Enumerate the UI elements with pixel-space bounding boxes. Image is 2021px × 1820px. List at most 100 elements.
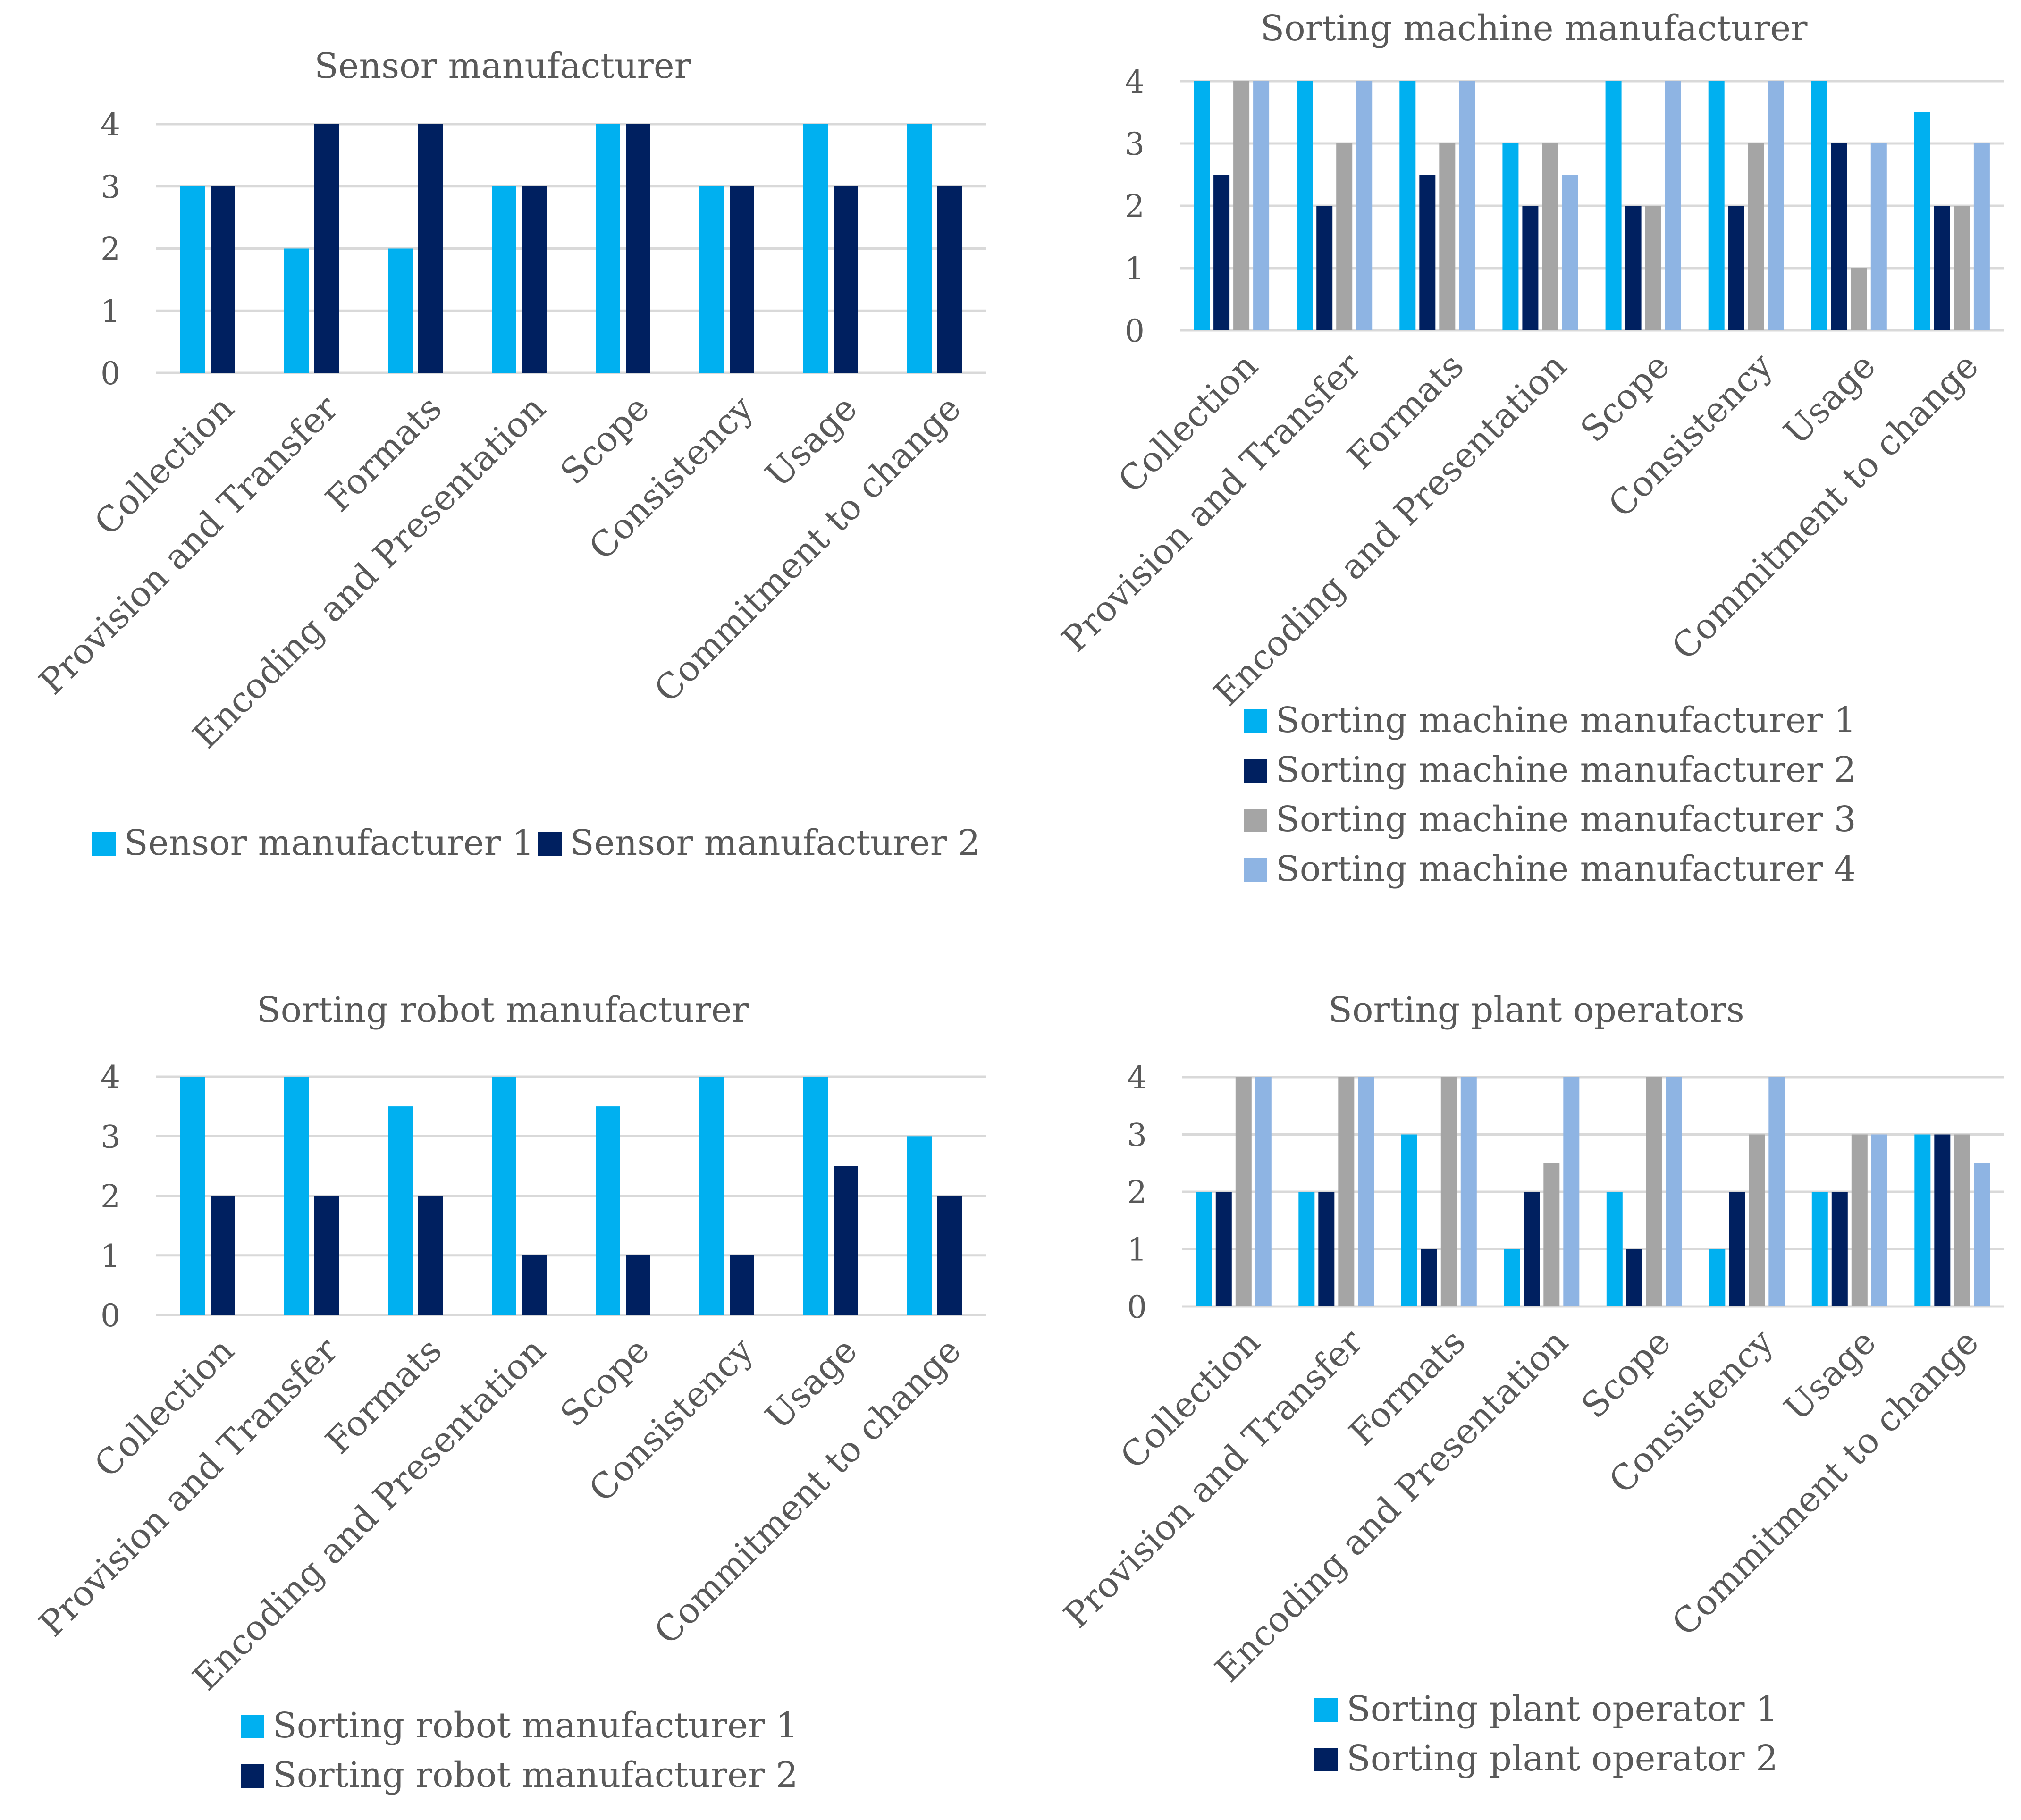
- bar-series-1-collection: [180, 1077, 205, 1315]
- y-tick-label: 2: [101, 231, 120, 268]
- legend-swatch: [241, 1764, 264, 1788]
- bar-series-1-usage: [803, 124, 828, 373]
- bar-series-4-encoding-and-presentation: [1563, 1077, 1580, 1306]
- bar-series-2-scope: [1625, 206, 1642, 330]
- bar-series-2-formats: [418, 124, 443, 373]
- bar-series-2-commitment-to-change: [1934, 206, 1950, 330]
- bar-series-3-consistency: [1749, 1134, 1765, 1306]
- legend-swatch: [1314, 1698, 1338, 1722]
- chart-title: Sorting plant operators: [1328, 990, 1744, 1030]
- chart-title: Sorting machine manufacturer: [1260, 8, 1808, 49]
- bar-series-2-consistency: [730, 1255, 754, 1315]
- bar-series-1-usage: [1811, 1192, 1828, 1306]
- legend-label: Sorting machine manufacturer 1: [1276, 700, 1856, 741]
- bar-series-3-commitment-to-change: [1954, 206, 1970, 330]
- bar-series-4-formats: [1459, 81, 1475, 330]
- y-tick-label: 4: [101, 107, 120, 143]
- bar-series-1-usage: [1811, 81, 1827, 330]
- chart-panel-4: Sorting plant operators01234CollectionPr…: [1056, 990, 2004, 1779]
- legend-swatch: [1244, 709, 1267, 733]
- y-tick-label: 0: [1127, 1289, 1147, 1325]
- bar-series-1-scope: [1605, 81, 1622, 330]
- bar-series-1-commitment-to-change: [1914, 112, 1930, 330]
- bar-series-2-collection: [211, 186, 235, 373]
- y-tick-label: 2: [1127, 1174, 1147, 1211]
- bar-series-3-consistency: [1748, 143, 1764, 330]
- bar-series-1-provision-and-transfer: [1297, 81, 1313, 330]
- bar-series-2-formats: [1419, 175, 1436, 330]
- bar-series-2-formats: [418, 1196, 443, 1315]
- legend-label: Sensor manufacturer 2: [570, 823, 980, 863]
- bar-series-2-commitment-to-change: [937, 1196, 962, 1315]
- legend-label: Sorting plant operator 1: [1347, 1689, 1778, 1729]
- chart-title: Sorting robot manufacturer: [257, 990, 749, 1030]
- bar-series-4-formats: [1460, 1077, 1477, 1306]
- chart-panel-1: Sensor manufacturer01234CollectionProvis…: [31, 46, 986, 863]
- bar-series-3-commitment-to-change: [1954, 1134, 1970, 1306]
- bar-series-2-collection: [211, 1196, 235, 1315]
- bar-series-4-consistency: [1768, 81, 1784, 330]
- bar-series-3-formats: [1440, 1077, 1457, 1306]
- bar-series-2-encoding-and-presentation: [522, 186, 547, 373]
- legend-label: Sorting machine manufacturer 2: [1276, 750, 1856, 790]
- bar-series-2-provision-and-transfer: [314, 1196, 339, 1315]
- bar-series-2-provision-and-transfer: [1318, 1192, 1335, 1306]
- legend-label: Sorting machine manufacturer 4: [1276, 849, 1856, 889]
- y-tick-label: 0: [1125, 313, 1145, 349]
- bar-series-1-provision-and-transfer: [284, 248, 309, 373]
- bar-series-4-usage: [1870, 143, 1887, 330]
- y-tick-label: 3: [101, 1119, 120, 1155]
- bar-series-2-encoding-and-presentation: [522, 1255, 547, 1315]
- bar-series-2-commitment-to-change: [937, 186, 962, 373]
- bar-series-4-usage: [1871, 1134, 1887, 1306]
- bar-series-4-encoding-and-presentation: [1562, 175, 1578, 330]
- legend-swatch: [1244, 809, 1267, 832]
- bar-series-2-scope: [626, 124, 650, 373]
- y-tick-label: 3: [101, 169, 120, 205]
- legend-swatch: [538, 832, 562, 856]
- bar-series-2-consistency: [1729, 1192, 1745, 1306]
- y-tick-label: 2: [1125, 188, 1145, 225]
- bar-series-1-formats: [388, 1106, 413, 1315]
- bar-series-3-encoding-and-presentation: [1543, 1163, 1560, 1307]
- bar-series-2-scope: [1626, 1249, 1642, 1306]
- bar-series-2-encoding-and-presentation: [1522, 206, 1539, 330]
- bar-series-1-scope: [596, 1106, 620, 1315]
- bar-series-3-scope: [1646, 1077, 1662, 1306]
- bar-series-1-formats: [388, 248, 413, 373]
- bar-series-1-formats: [1401, 1134, 1417, 1306]
- bar-series-1-scope: [596, 124, 620, 373]
- bar-series-2-commitment-to-change: [1934, 1134, 1951, 1306]
- y-tick-label: 3: [1125, 126, 1145, 162]
- y-tick-label: 1: [101, 1238, 120, 1274]
- bar-series-2-formats: [1421, 1249, 1437, 1306]
- y-tick-label: 4: [101, 1059, 120, 1095]
- bar-series-2-provision-and-transfer: [314, 124, 339, 373]
- legend-swatch: [1314, 1748, 1338, 1771]
- bar-series-1-encoding-and-presentation: [492, 186, 516, 373]
- legend-swatch: [1244, 858, 1267, 882]
- bar-series-2-usage: [834, 1166, 858, 1315]
- bar-series-4-commitment-to-change: [1974, 1163, 1990, 1307]
- bar-series-1-commitment-to-change: [1914, 1134, 1931, 1306]
- y-tick-label: 3: [1127, 1117, 1147, 1154]
- legend-label: Sorting plant operator 2: [1347, 1738, 1778, 1779]
- legend-label: Sensor manufacturer 1: [124, 823, 534, 863]
- legend-swatch: [1244, 759, 1267, 783]
- bar-series-3-provision-and-transfer: [1336, 143, 1353, 330]
- bar-series-1-encoding-and-presentation: [492, 1077, 516, 1315]
- bar-series-3-encoding-and-presentation: [1542, 143, 1558, 330]
- bar-series-1-consistency: [699, 1077, 724, 1315]
- bar-series-2-consistency: [1728, 206, 1744, 330]
- bar-series-2-usage: [834, 186, 858, 373]
- y-tick-label: 1: [1125, 251, 1145, 287]
- bar-series-1-provision-and-transfer: [1298, 1192, 1315, 1306]
- bar-series-1-consistency: [1708, 81, 1725, 330]
- bar-series-4-consistency: [1768, 1077, 1785, 1306]
- bar-series-1-commitment-to-change: [907, 124, 932, 373]
- chart-title: Sensor manufacturer: [314, 46, 691, 86]
- chart-panel-3: Sorting robot manufacturer01234Collectio…: [31, 990, 986, 1795]
- bar-series-4-provision-and-transfer: [1358, 1077, 1374, 1306]
- bar-series-4-provision-and-transfer: [1356, 81, 1373, 330]
